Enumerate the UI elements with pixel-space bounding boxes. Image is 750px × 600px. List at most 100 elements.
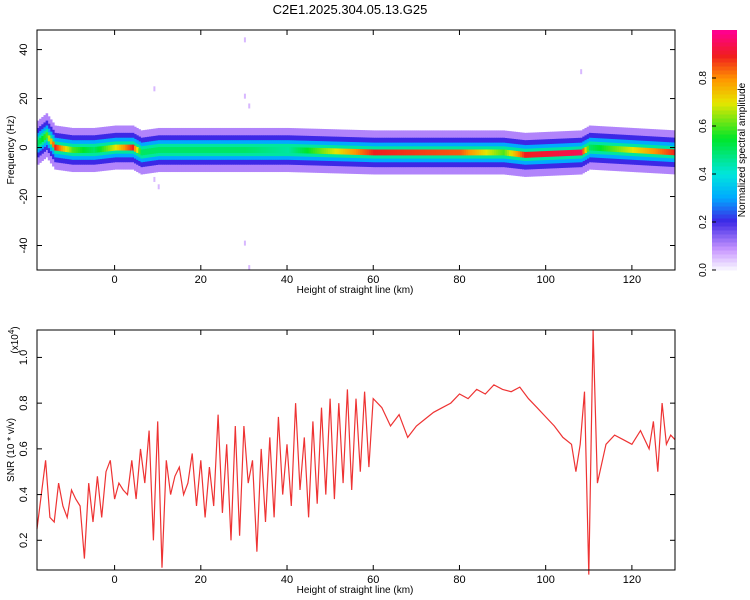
heatmap-cell <box>327 148 331 155</box>
colorbar-segment <box>712 82 737 87</box>
heatmap-cell <box>164 147 167 153</box>
heatmap-cell <box>513 150 516 157</box>
heatmap-cell <box>213 147 217 153</box>
colorbar-segment <box>712 198 737 203</box>
heatmap-cell <box>69 146 72 153</box>
heatmap-cell <box>631 147 635 153</box>
heatmap-cell <box>127 144 131 151</box>
heatmap-cell <box>554 150 557 157</box>
colorbar-segment <box>712 266 737 271</box>
heatmap-cell <box>670 149 674 156</box>
heatmap-cell <box>569 149 572 156</box>
y-tick-label: 0.4 <box>18 487 30 502</box>
heatmap-cell <box>235 147 238 153</box>
heatmap-cell <box>73 147 77 153</box>
heatmap-cell <box>390 149 394 156</box>
heatmap-cell <box>614 146 618 152</box>
heatmap-cell <box>226 147 230 153</box>
heatmap-cell <box>149 148 152 155</box>
heatmap-speckle <box>248 265 251 271</box>
spectrogram-panel: 0 20 40 60 80 100 120 -40 -20 0 20 40 Height of stra… <box>6 29 676 296</box>
colorbar-segment <box>712 54 737 59</box>
plot-frame <box>36 29 676 271</box>
heatmap-cell <box>371 149 374 156</box>
y-multiplier-label: (x104) <box>7 326 21 353</box>
heatmap-cell <box>666 149 669 155</box>
heatmap-cell <box>177 147 180 153</box>
colorbar-segment <box>712 242 737 247</box>
heatmap-cell <box>293 147 297 154</box>
heatmap-cell <box>358 149 361 155</box>
heatmap-cell <box>155 147 159 154</box>
heatmap-cell <box>84 147 87 153</box>
colorbar-segment <box>712 122 737 127</box>
heatmap-cell <box>250 147 253 153</box>
colorbar-segment <box>712 170 737 175</box>
heatmap-cell <box>334 148 338 155</box>
heatmap-cell <box>179 147 182 153</box>
heatmap-cell <box>429 149 432 156</box>
plot-frame <box>36 329 676 571</box>
colorbar-segment <box>712 110 737 115</box>
heatmap-cell <box>662 148 665 155</box>
heatmap-cell <box>640 147 644 154</box>
heatmap-cell <box>636 147 639 154</box>
heatmap-cell <box>103 145 107 152</box>
heatmap-cell <box>351 148 355 155</box>
heatmap-cell <box>230 147 234 153</box>
heatmap-cell <box>379 149 383 156</box>
heatmap-cell <box>345 148 348 155</box>
colorbar-segment <box>712 186 737 191</box>
colorbar-segment <box>712 218 737 223</box>
heatmap-cell <box>511 150 514 157</box>
heatmap-cell <box>297 147 301 154</box>
heatmap-cell <box>452 149 456 156</box>
heatmap-cell <box>116 144 120 151</box>
heatmap-cell <box>323 148 327 154</box>
heatmap-cell <box>284 147 288 153</box>
colorbar-segment <box>712 246 737 251</box>
heatmap-cell <box>43 134 47 141</box>
colorbar-segment <box>712 90 737 95</box>
heatmap-cell <box>39 137 42 144</box>
heatmap-cell <box>347 148 350 155</box>
heatmap-cell <box>526 151 529 158</box>
heatmap-cell <box>519 151 523 158</box>
heatmap-cell <box>282 147 286 153</box>
heatmap-cell <box>146 148 150 155</box>
x-axis-label: Height of straight line (km) <box>297 285 414 296</box>
heatmap-cell <box>123 144 126 151</box>
heatmap-cell <box>515 150 519 157</box>
heatmap-cell <box>317 147 320 154</box>
heatmap-cell <box>207 147 210 153</box>
heatmap-cell <box>209 147 212 153</box>
heatmap-cell <box>481 149 484 156</box>
heatmap-cell <box>330 148 333 155</box>
heatmap-cell <box>62 145 66 152</box>
colorbar-segment <box>712 94 737 99</box>
colorbar-tick-label: 0.0 <box>698 263 709 277</box>
heatmap-cell <box>502 149 506 156</box>
heatmap-cell <box>584 147 588 153</box>
heatmap-cell <box>138 148 141 155</box>
heatmap-speckle <box>243 93 246 99</box>
heatmap-cell <box>274 147 277 153</box>
y-multiplier-base: (x10 <box>10 334 21 354</box>
heatmap-cell <box>532 151 536 158</box>
heatmap-cell <box>409 149 413 156</box>
x-tick-label: 0 <box>112 574 118 586</box>
colorbar-segment <box>712 194 737 199</box>
heatmap-cell <box>401 149 404 156</box>
colorbar-segment <box>712 162 737 167</box>
colorbar-segment <box>712 50 737 55</box>
heatmap-speckle <box>157 184 160 190</box>
heatmap-cell <box>157 147 161 153</box>
heatmap-cell <box>618 146 622 153</box>
heatmap-cell <box>422 149 426 156</box>
heatmap-cell <box>571 149 575 156</box>
y-tick-label: 40 <box>18 43 30 55</box>
heatmap-cell <box>114 144 118 151</box>
heatmap-cell <box>487 149 491 156</box>
heatmap-cell <box>252 147 256 153</box>
heatmap-cell <box>412 149 415 156</box>
